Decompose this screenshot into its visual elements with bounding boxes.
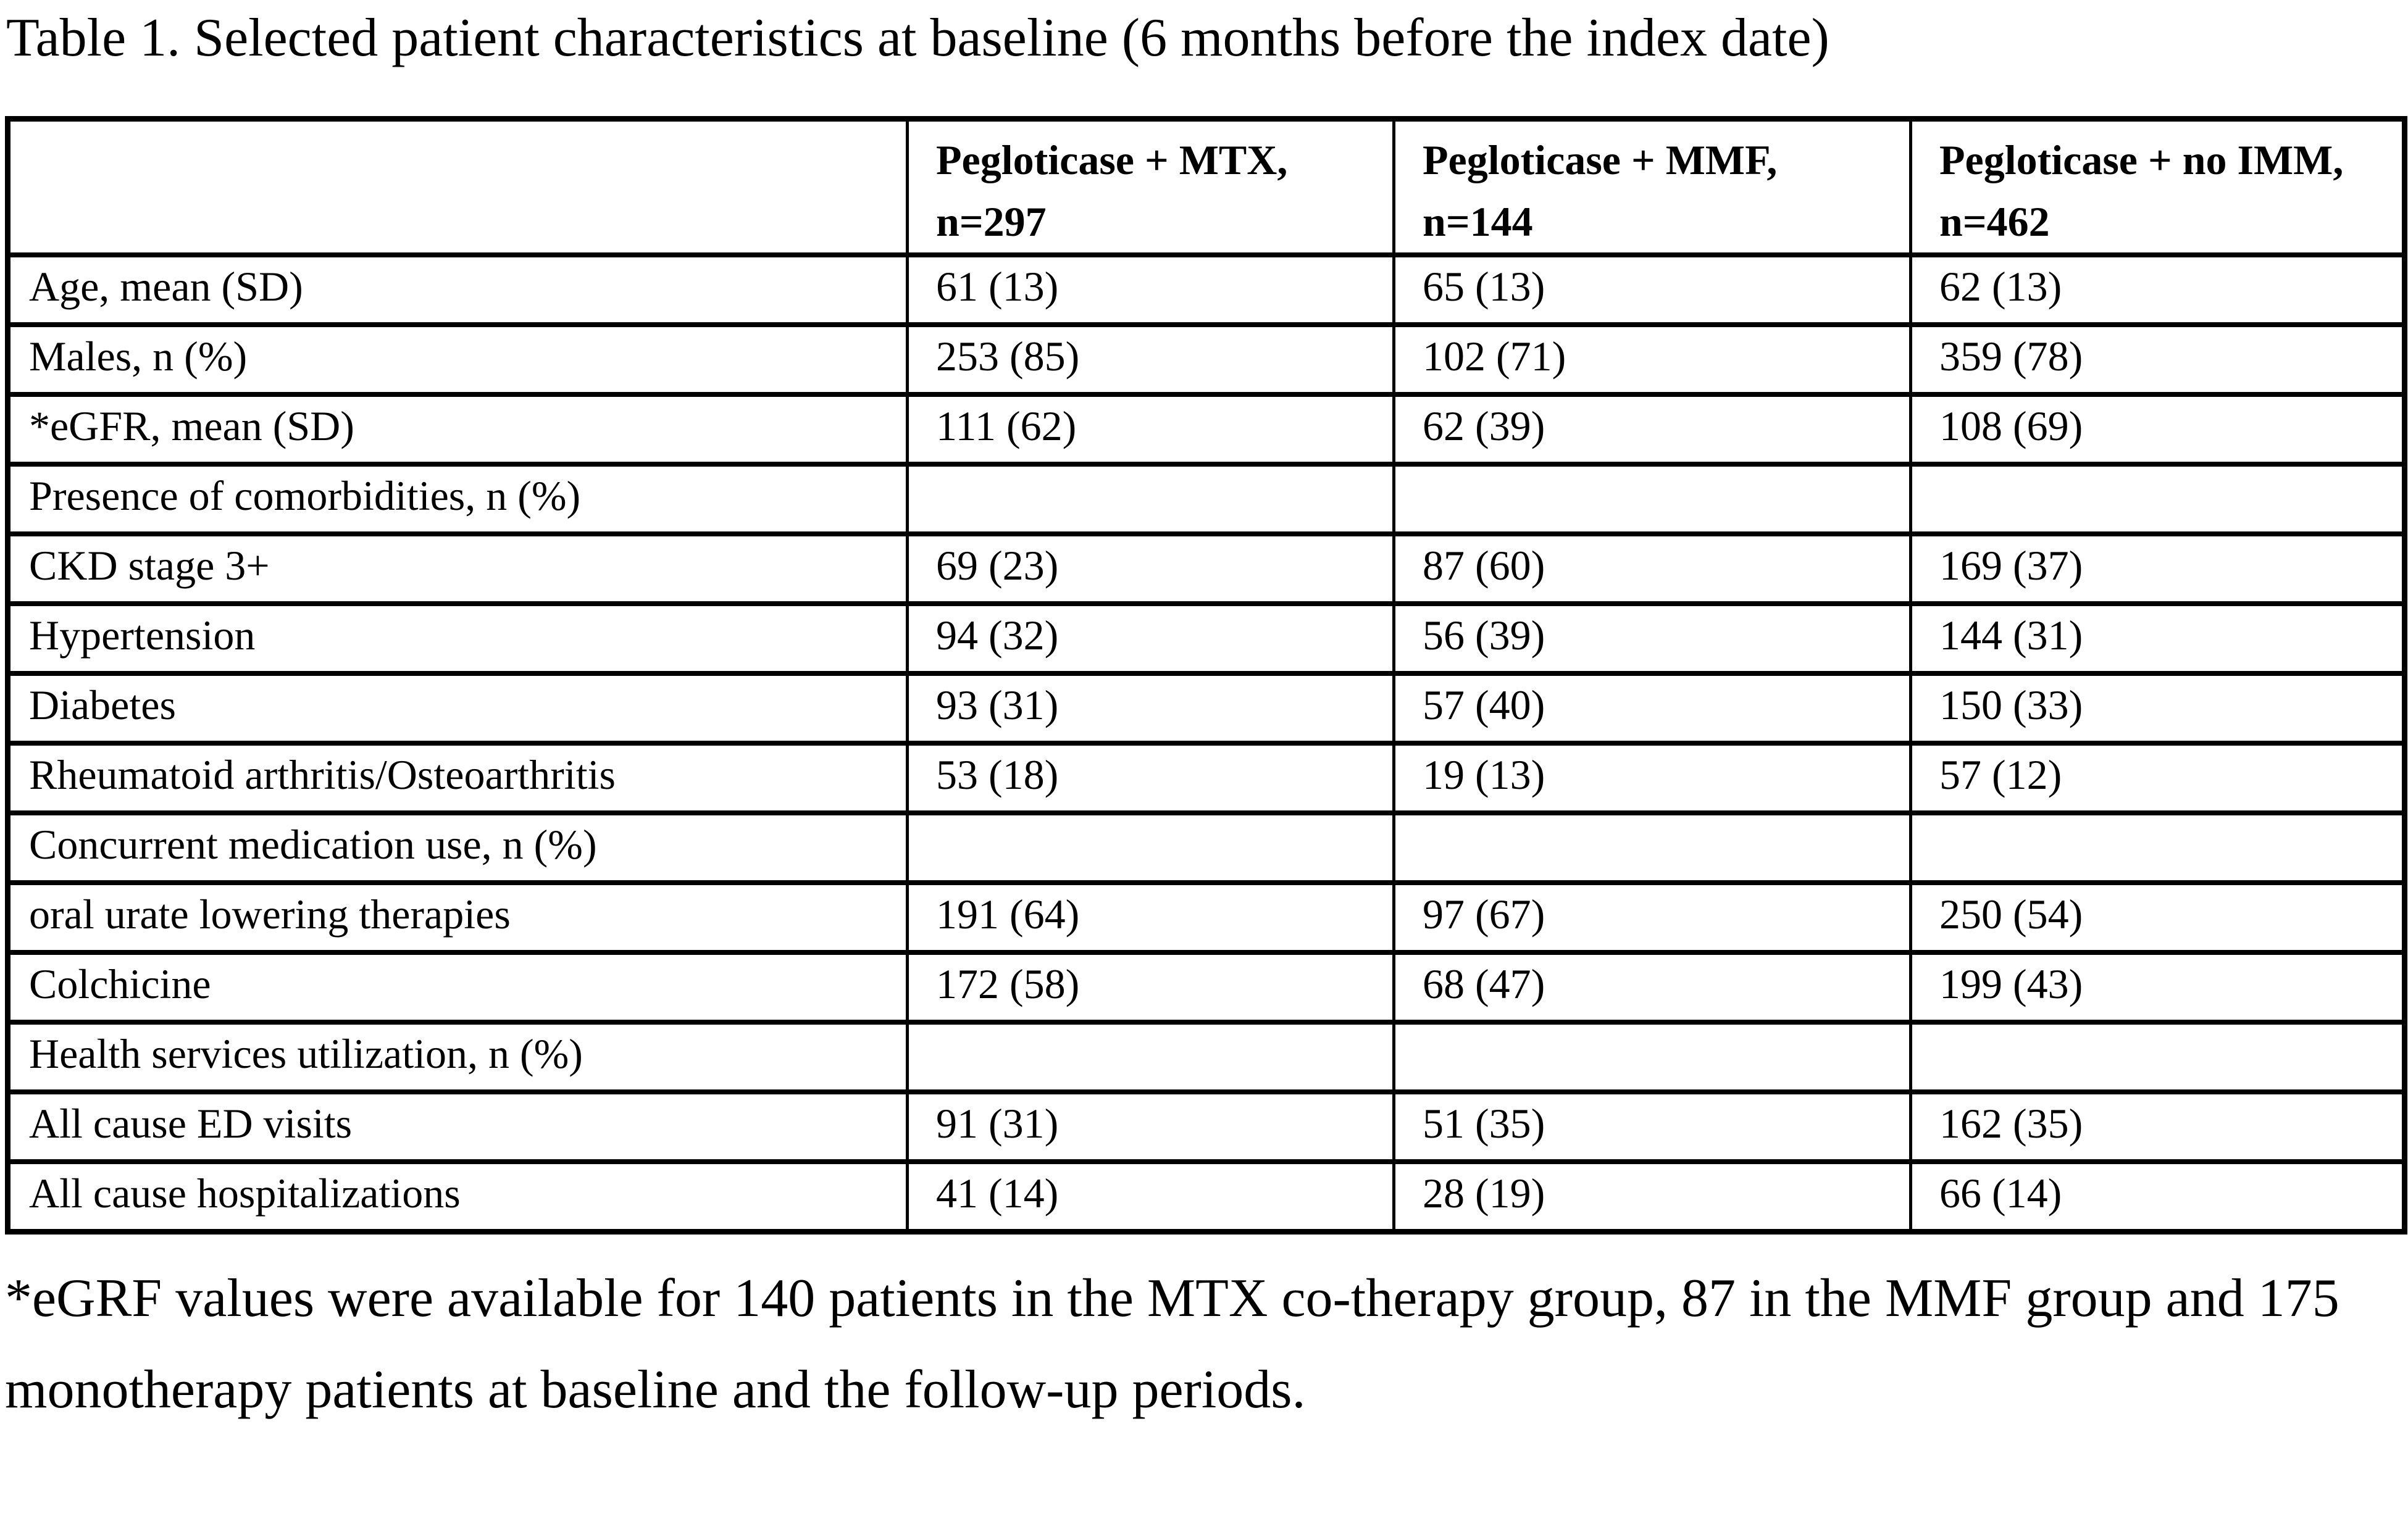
row-age: Age, mean (SD) 61 (13) 65 (13) 62 (13)	[6, 252, 2406, 327]
cell-value	[1909, 1020, 2406, 1094]
column-header-pegloticase-mtx: Pegloticase + MTX, n=297	[906, 116, 1395, 257]
cell-value	[1909, 810, 2406, 885]
cell-value: 91 (31)	[906, 1089, 1395, 1164]
row-label: Males, n (%)	[6, 322, 909, 397]
cell-value	[1392, 810, 1912, 885]
cell-value: 94 (32)	[906, 601, 1395, 676]
cell-value: 65 (13)	[1392, 252, 1912, 327]
row-label: CKD stage 3+	[6, 531, 909, 606]
cell-value	[1392, 462, 1912, 536]
row-diabetes: Diabetes 93 (31) 57 (40) 150 (33)	[6, 671, 2406, 746]
cell-value: 66 (14)	[1909, 1159, 2406, 1234]
cell-value: 62 (39)	[1392, 392, 1912, 467]
cell-value: 56 (39)	[1392, 601, 1912, 676]
cell-value: 150 (33)	[1909, 671, 2406, 746]
row-males: Males, n (%) 253 (85) 102 (71) 359 (78)	[6, 322, 2406, 397]
page: Table 1. Selected patient characteristic…	[0, 4, 2408, 1436]
cell-value	[906, 462, 1395, 536]
cell-value: 69 (23)	[906, 531, 1395, 606]
row-label: Presence of comorbidities, n (%)	[6, 462, 909, 536]
cell-value: 87 (60)	[1392, 531, 1912, 606]
row-ed-visits: All cause ED visits 91 (31) 51 (35) 162 …	[6, 1089, 2406, 1164]
header-row: Pegloticase + MTX, n=297 Pegloticase + M…	[6, 116, 2406, 257]
cell-value: 162 (35)	[1909, 1089, 2406, 1164]
cell-value: 144 (31)	[1909, 601, 2406, 676]
cell-value: 172 (58)	[906, 950, 1395, 1025]
table-caption: Table 1. Selected patient characteristic…	[6, 8, 1829, 68]
row-egfr: *eGFR, mean (SD) 111 (62) 62 (39) 108 (6…	[6, 392, 2406, 467]
cell-value: 169 (37)	[1909, 531, 2406, 606]
cell-value: 41 (14)	[906, 1159, 1395, 1234]
cell-value: 97 (67)	[1392, 880, 1912, 955]
header-empty-cell	[6, 116, 909, 257]
cell-value: 68 (47)	[1392, 950, 1912, 1025]
cell-value: 53 (18)	[906, 741, 1395, 815]
cell-value: 359 (78)	[1909, 322, 2406, 397]
cell-value: 61 (13)	[906, 252, 1395, 327]
cell-value: 57 (12)	[1909, 741, 2406, 815]
row-label: All cause hospitalizations	[6, 1159, 909, 1234]
row-ckd-stage-3plus: CKD stage 3+ 69 (23) 87 (60) 169 (37)	[6, 531, 2406, 606]
cell-value: 253 (85)	[906, 322, 1395, 397]
cell-value	[906, 810, 1395, 885]
row-health-services-section: Health services utilization, n (%)	[6, 1020, 2406, 1094]
cell-value: 191 (64)	[906, 880, 1395, 955]
row-label: Health services utilization, n (%)	[6, 1020, 909, 1094]
cell-value: 28 (19)	[1392, 1159, 1912, 1234]
cell-value	[906, 1020, 1395, 1094]
row-label: Diabetes	[6, 671, 909, 746]
row-rheumatoid-osteoarthritis: Rheumatoid arthritis/Osteoarthritis 53 (…	[6, 741, 2406, 815]
patient-characteristics-table: Pegloticase + MTX, n=297 Pegloticase + M…	[5, 116, 2407, 1235]
row-colchicine: Colchicine 172 (58) 68 (47) 199 (43)	[6, 950, 2406, 1025]
row-label: Concurrent medication use, n (%)	[6, 810, 909, 885]
row-label: Rheumatoid arthritis/Osteoarthritis	[6, 741, 909, 815]
row-label: *eGFR, mean (SD)	[6, 392, 909, 467]
cell-value: 108 (69)	[1909, 392, 2406, 467]
cell-value: 51 (35)	[1392, 1089, 1912, 1164]
row-label: Age, mean (SD)	[6, 252, 909, 327]
row-oral-urate-lowering-therapies: oral urate lowering therapies 191 (64) 9…	[6, 880, 2406, 955]
row-label: Colchicine	[6, 950, 909, 1025]
row-label: All cause ED visits	[6, 1089, 909, 1164]
cell-value: 62 (13)	[1909, 252, 2406, 327]
cell-value: 250 (54)	[1909, 880, 2406, 955]
cell-value: 111 (62)	[906, 392, 1395, 467]
row-label: Hypertension	[6, 601, 909, 676]
column-header-pegloticase-no-imm: Pegloticase + no IMM, n=462	[1909, 116, 2406, 257]
row-hypertension: Hypertension 94 (32) 56 (39) 144 (31)	[6, 601, 2406, 676]
row-hospitalizations: All cause hospitalizations 41 (14) 28 (1…	[6, 1159, 2406, 1234]
cell-value: 19 (13)	[1392, 741, 1912, 815]
cell-value: 57 (40)	[1392, 671, 1912, 746]
row-concurrent-medication-section: Concurrent medication use, n (%)	[6, 810, 2406, 885]
cell-value	[1392, 1020, 1912, 1094]
cell-value: 102 (71)	[1392, 322, 1912, 397]
cell-value	[1909, 462, 2406, 536]
footnote-text: *eGRF values were available for 140 pati…	[5, 1268, 2339, 1420]
cell-value: 199 (43)	[1909, 950, 2406, 1025]
row-label: oral urate lowering therapies	[6, 880, 909, 955]
column-header-pegloticase-mmf: Pegloticase + MMF, n=144	[1392, 116, 1912, 257]
row-comorbidities-section: Presence of comorbidities, n (%)	[6, 462, 2406, 536]
cell-value: 93 (31)	[906, 671, 1395, 746]
